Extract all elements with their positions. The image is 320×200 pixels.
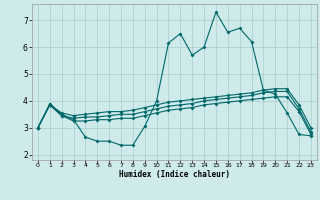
X-axis label: Humidex (Indice chaleur): Humidex (Indice chaleur) — [119, 170, 230, 179]
